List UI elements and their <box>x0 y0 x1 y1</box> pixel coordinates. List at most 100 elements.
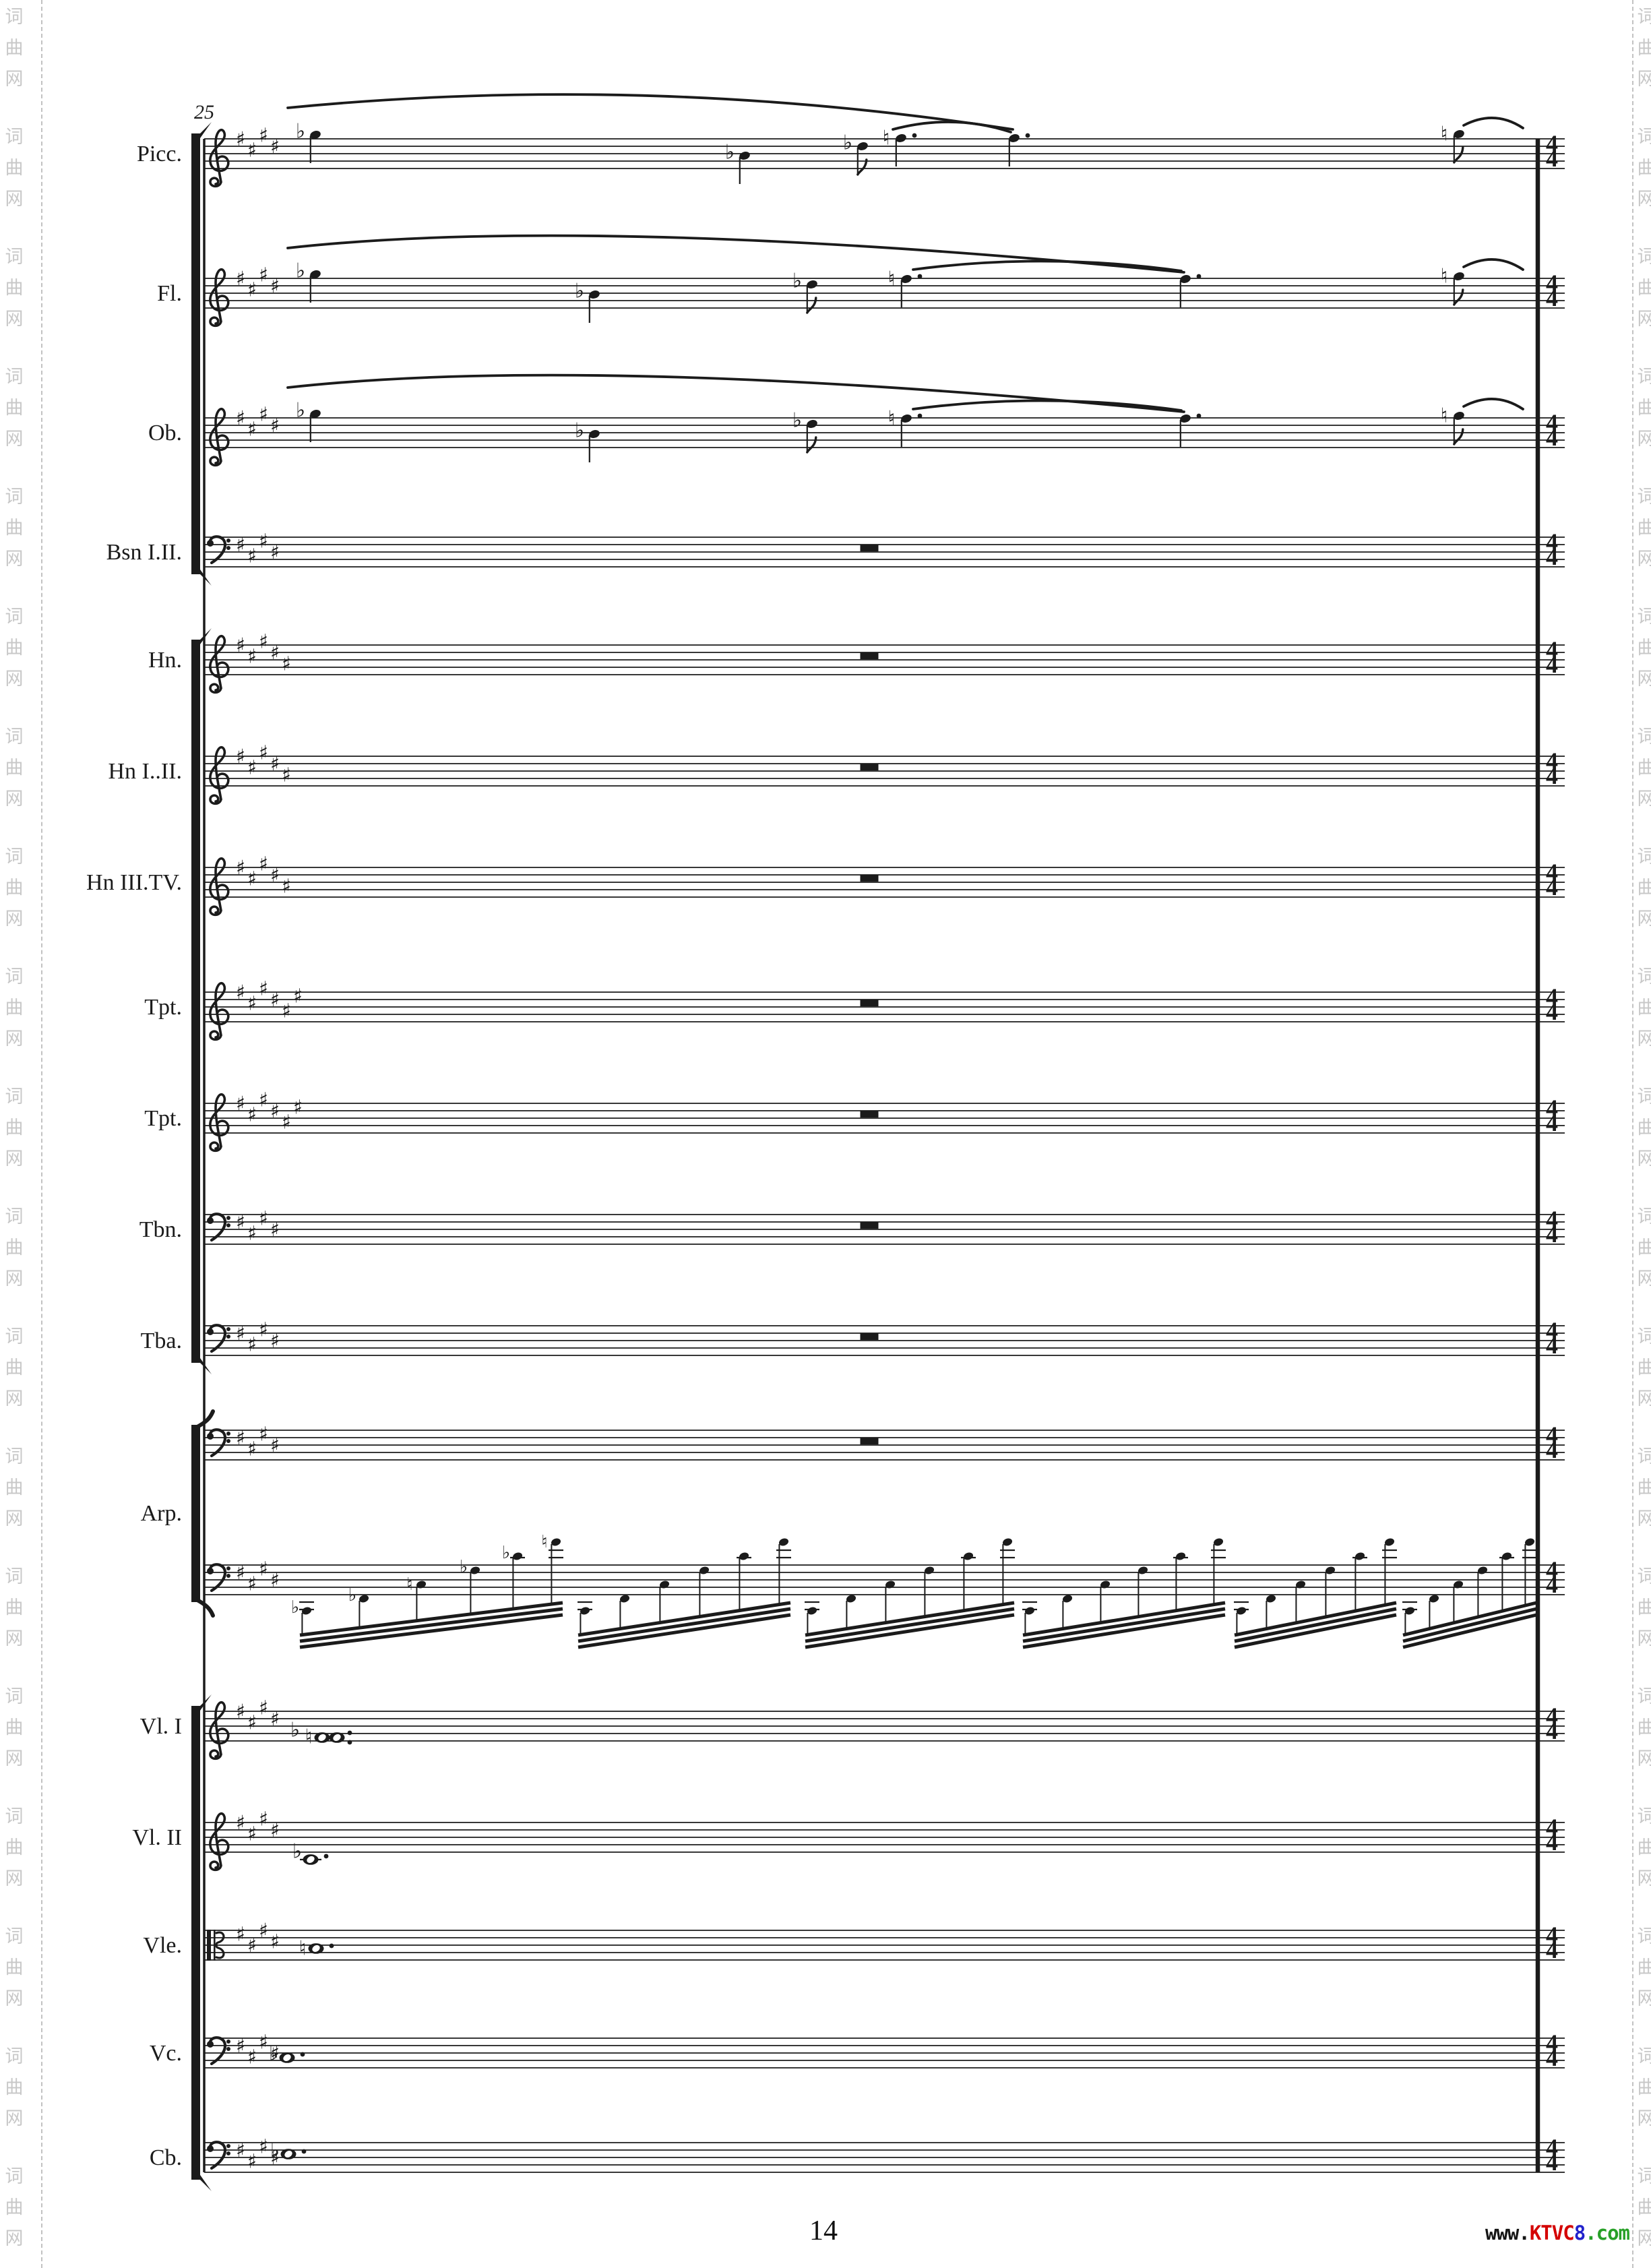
timesig-denominator: 4 <box>1546 1332 1558 1359</box>
timesig-denominator: 4 <box>1546 1436 1558 1463</box>
sharp-icon: ♯ <box>293 985 303 1008</box>
accidental-flat-icon: ♭ <box>575 280 584 303</box>
sharp-icon: ♯ <box>259 403 268 426</box>
staff-vc: Vc. ♯ ♯♯ ♯ 44♭ <box>150 2029 1565 2071</box>
whole-notehead-hole <box>283 2054 291 2062</box>
sharp-icon: ♯ <box>236 1426 245 1449</box>
clef-treble-icon <box>209 1093 230 1153</box>
notehead <box>580 1607 590 1615</box>
timesig-denominator: 4 <box>1546 1936 1558 1963</box>
notehead <box>807 420 817 428</box>
slur <box>1462 258 1524 271</box>
group-bracket <box>191 628 212 1374</box>
notehead <box>1180 415 1191 423</box>
whole-notehead-hole <box>284 2150 292 2158</box>
accidental-flat-icon: ♭ <box>269 2042 278 2066</box>
sharp-icon: ♯ <box>282 875 291 898</box>
notehead <box>1524 1538 1535 1546</box>
sharp-icon: ♯ <box>247 418 257 441</box>
sharp-icon: ♯ <box>270 1930 280 1953</box>
notehead <box>470 1566 480 1574</box>
time-signature: 44 <box>1546 130 1558 172</box>
sharp-icon: ♯ <box>270 135 280 158</box>
bass-clef-curve <box>208 2141 227 2170</box>
key-signature: ♯ ♯♯ ♯ <box>236 2135 280 2173</box>
timesig-numerator: 4 <box>1546 270 1558 297</box>
accidental-icon: ♮ <box>541 1532 547 1552</box>
bass-clef-dot <box>226 2047 230 2051</box>
time-signature: 44 <box>1546 270 1558 311</box>
accidental-flat-icon: ♭ <box>792 270 802 293</box>
bracket-serif-bottom <box>200 2175 212 2191</box>
augmentation-dot <box>917 274 923 279</box>
sharp-icon: ♯ <box>247 545 257 568</box>
timesig-denominator: 4 <box>1546 145 1558 172</box>
time-signature: 44 <box>1546 1922 1558 1963</box>
sharp-icon: ♯ <box>259 1207 268 1230</box>
slur <box>1462 117 1524 129</box>
alto-clef-bar <box>207 1930 211 1961</box>
sharp-icon: ♯ <box>259 2031 268 2054</box>
accidental-natural-icon: ♮ <box>1441 123 1448 146</box>
notehead <box>416 1581 427 1589</box>
key-signature: ♯ ♯♯ ♯ <box>236 1696 280 1734</box>
augmentation-dot <box>1196 413 1202 419</box>
sharp-icon: ♯ <box>236 1092 245 1115</box>
accidental-natural-icon: ♮ <box>1441 265 1448 288</box>
timesig-numerator: 4 <box>1546 1556 1558 1583</box>
sharp-icon: ♯ <box>259 1808 268 1831</box>
accidental-flat-icon: ♭ <box>296 259 305 283</box>
staff-hn-i-ii: Hn I..II.♯ ♯♯ ♯ ♯44 <box>108 741 1565 805</box>
beam <box>1402 1613 1537 1649</box>
treble-clef-glyph <box>209 745 230 805</box>
whole-rest <box>860 764 879 770</box>
notehead <box>1180 275 1191 283</box>
bass-clef-dot <box>226 1566 230 1570</box>
timesig-denominator: 4 <box>1546 998 1558 1025</box>
key-signature: ♯ ♯♯ ♯ ♯ <box>236 741 291 787</box>
brace-hook-bottom <box>194 1597 215 1618</box>
sharp-icon: ♯ <box>259 1423 268 1446</box>
clef-treble-icon <box>209 634 230 694</box>
bracket-serif-top <box>200 1694 212 1711</box>
time-signature: 44 <box>1546 1703 1558 1744</box>
sharp-icon: ♯ <box>236 634 245 656</box>
sixteenth-run <box>805 1538 1015 1649</box>
sharp-icon: ♯ <box>270 2042 280 2064</box>
instrument-label: Cb. <box>150 2145 182 2170</box>
staff-hn: Hn.♯ ♯♯ ♯ ♯44 <box>148 630 1565 694</box>
whole-rest <box>860 1000 879 1006</box>
staff-cb: Cb. ♯ ♯♯ ♯ 44♭ <box>150 2134 1565 2176</box>
clef-treble-icon <box>209 1812 230 1872</box>
staff-fl: Fl.♯ ♯♯ ♯ 44♭♭ ♭ ♮ ♮ <box>157 234 1565 328</box>
notehead <box>1236 1607 1247 1615</box>
whole-notehead-hole <box>307 1856 315 1864</box>
bass-clef-dot <box>226 2040 230 2044</box>
sharp-icon: ♯ <box>270 1218 280 1241</box>
sharp-icon: ♯ <box>259 1696 268 1719</box>
notehead <box>310 410 321 418</box>
sharp-icon: ♯ <box>236 1700 245 1723</box>
key-signature: ♯ ♯♯ ♯ <box>236 124 280 162</box>
sharp-icon: ♯ <box>236 1210 245 1233</box>
site-watermark: www.KTVC8.com <box>1485 2221 1630 2244</box>
sharp-icon: ♯ <box>247 756 257 779</box>
notehead <box>659 1581 670 1589</box>
clef-treble-icon <box>209 981 230 1041</box>
timesig-numerator: 4 <box>1546 130 1558 157</box>
time-signature: 44 <box>1546 1317 1558 1359</box>
sharp-icon: ♯ <box>247 1711 257 1734</box>
notehead <box>1429 1595 1439 1603</box>
treble-clef-glyph <box>209 407 230 467</box>
timesig-denominator: 4 <box>1546 543 1558 570</box>
key-signature: ♯ ♯♯ ♯ <box>236 403 280 441</box>
sharp-icon: ♯ <box>247 1572 257 1595</box>
eighth-flag <box>856 158 868 176</box>
sharp-icon: ♯ <box>247 867 257 890</box>
notehead <box>1354 1552 1365 1560</box>
sharp-icon: ♯ <box>282 764 291 787</box>
augmentation-dot <box>1196 274 1202 279</box>
instrument-label: Fl. <box>157 281 182 306</box>
accidental-flat-icon: ♭ <box>290 1719 300 1742</box>
sharp-icon: ♯ <box>247 1222 257 1245</box>
